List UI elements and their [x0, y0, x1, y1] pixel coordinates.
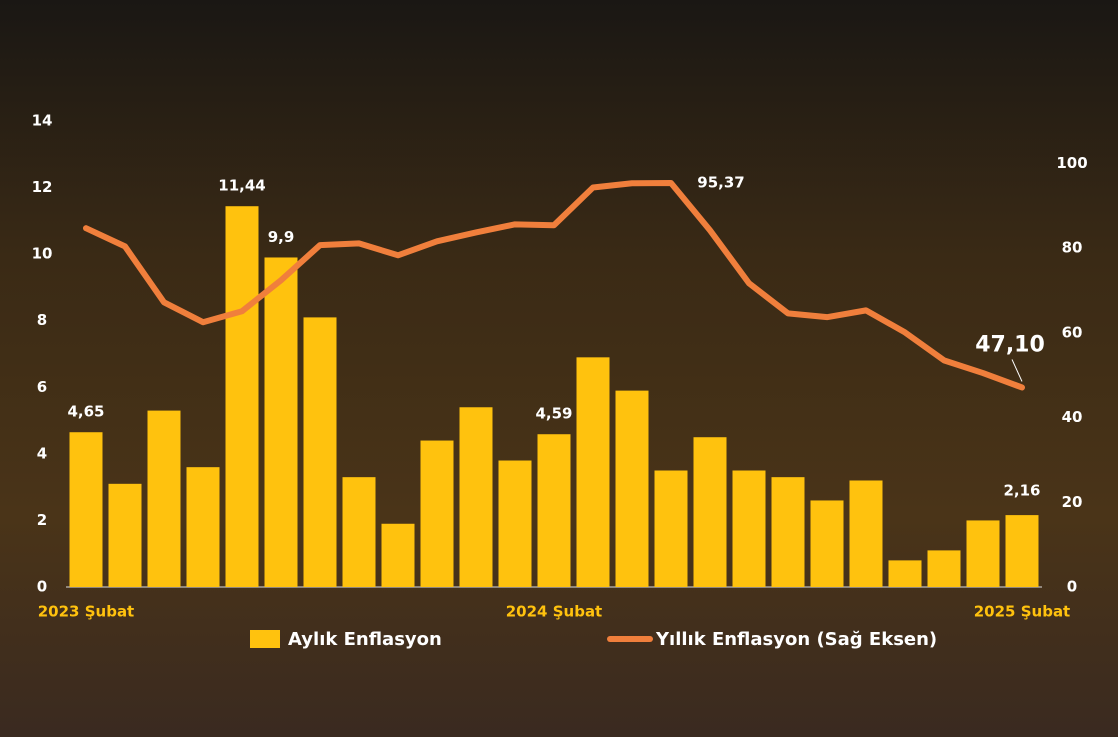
y-tick-label: 4 [37, 444, 47, 462]
bar [381, 523, 415, 587]
bar [303, 317, 337, 587]
line-value-label: 95,37 [697, 173, 744, 191]
y-tick-label: 12 [32, 178, 53, 196]
y-tick-label: 10 [32, 245, 53, 263]
bar-value-label: 4,65 [67, 403, 104, 421]
bar [69, 432, 103, 587]
bar [654, 470, 688, 587]
bar [498, 460, 532, 587]
bar [1005, 515, 1039, 587]
y-tick-label: 8 [37, 311, 47, 329]
bar [888, 560, 922, 587]
bar [420, 440, 454, 587]
bar [147, 410, 181, 587]
bar-value-label: 11,44 [218, 177, 265, 195]
y-tick-label: 6 [37, 378, 47, 396]
line [83, 179, 1025, 391]
x-tick-label: 2025 Şubat [974, 603, 1070, 621]
label-leader [1011, 359, 1023, 382]
bar [342, 477, 376, 587]
bar [771, 477, 805, 587]
bar [576, 357, 610, 587]
legend-label: Yıllık Enflasyon (Sağ Eksen) [655, 629, 937, 650]
bar [108, 483, 142, 587]
y2-tick-label: 40 [1062, 408, 1083, 426]
bar [693, 437, 727, 587]
bar [849, 480, 883, 587]
y2-tick-label: 100 [1056, 154, 1087, 172]
legend-label: Aylık Enflasyon [288, 629, 442, 650]
x-tick-label: 2023 Şubat [38, 603, 134, 621]
bar [264, 257, 298, 587]
y2-tick-label: 80 [1062, 239, 1083, 257]
line-value-label: 47,10 [975, 332, 1045, 357]
bar [615, 390, 649, 587]
bar [966, 520, 1000, 587]
legend-swatch [250, 630, 280, 648]
bar [537, 434, 571, 587]
y2-tick-label: 20 [1062, 493, 1083, 511]
y-tick-label: 14 [32, 112, 53, 130]
bar-value-label: 9,9 [268, 228, 295, 246]
y-tick-label: 0 [37, 578, 47, 596]
bar [732, 470, 766, 587]
x-tick-label: 2024 Şubat [506, 603, 602, 621]
bar-value-label: 2,16 [1003, 482, 1040, 500]
bar [186, 467, 220, 587]
y-tick-label: 2 [37, 511, 47, 529]
y2-tick-label: 0 [1067, 578, 1077, 596]
bar [225, 206, 259, 587]
y2-tick-label: 60 [1062, 323, 1083, 341]
bar [459, 407, 493, 587]
bar-value-label: 4,59 [535, 405, 572, 423]
bar [810, 500, 844, 587]
bar [927, 550, 961, 587]
